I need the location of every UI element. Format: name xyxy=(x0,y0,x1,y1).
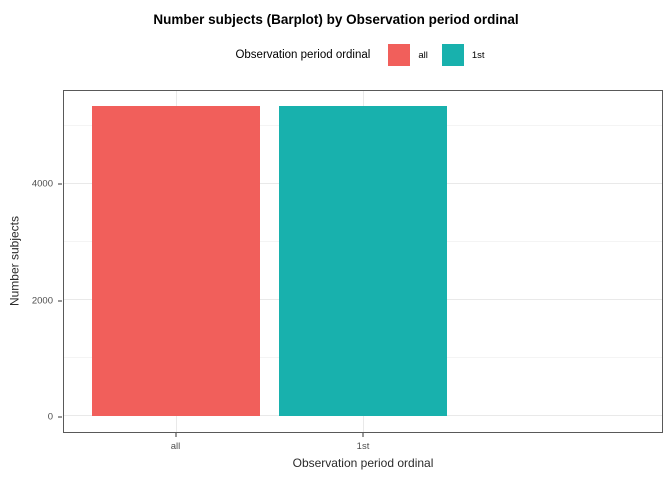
y-tick-mark xyxy=(58,300,62,302)
x-axis: all 1st xyxy=(63,433,663,459)
y-tick-label: 2000 xyxy=(31,295,53,307)
y-tick-label: 0 xyxy=(47,411,53,423)
y-axis: 0 2000 4000 xyxy=(0,90,63,433)
legend-swatch-1st xyxy=(441,44,464,66)
legend-label-all: all xyxy=(418,49,428,61)
x-tick-label: 1st xyxy=(356,441,370,452)
y-tick-mark xyxy=(58,416,62,418)
legend-label-1st: 1st xyxy=(471,49,485,61)
x-tick-mark xyxy=(175,433,176,437)
legend: Observation period ordinal all 1st xyxy=(63,42,663,68)
legend-entry-all: all xyxy=(388,44,434,66)
y-tick-label: 4000 xyxy=(31,178,53,190)
y-tick-mark xyxy=(58,183,62,185)
bar-all xyxy=(92,106,261,417)
legend-title: Observation period ordinal xyxy=(235,49,371,61)
x-axis-title: Observation period ordinal xyxy=(292,456,434,470)
bar-1st xyxy=(278,106,448,417)
x-tick-label: all xyxy=(170,441,181,452)
legend-swatch-all xyxy=(388,44,411,66)
plot-panel xyxy=(63,90,663,433)
legend-entry-1st: 1st xyxy=(441,44,491,66)
x-tick-mark xyxy=(362,433,364,437)
chart-title: Number subjects (Barplot) by Observation… xyxy=(153,12,519,27)
